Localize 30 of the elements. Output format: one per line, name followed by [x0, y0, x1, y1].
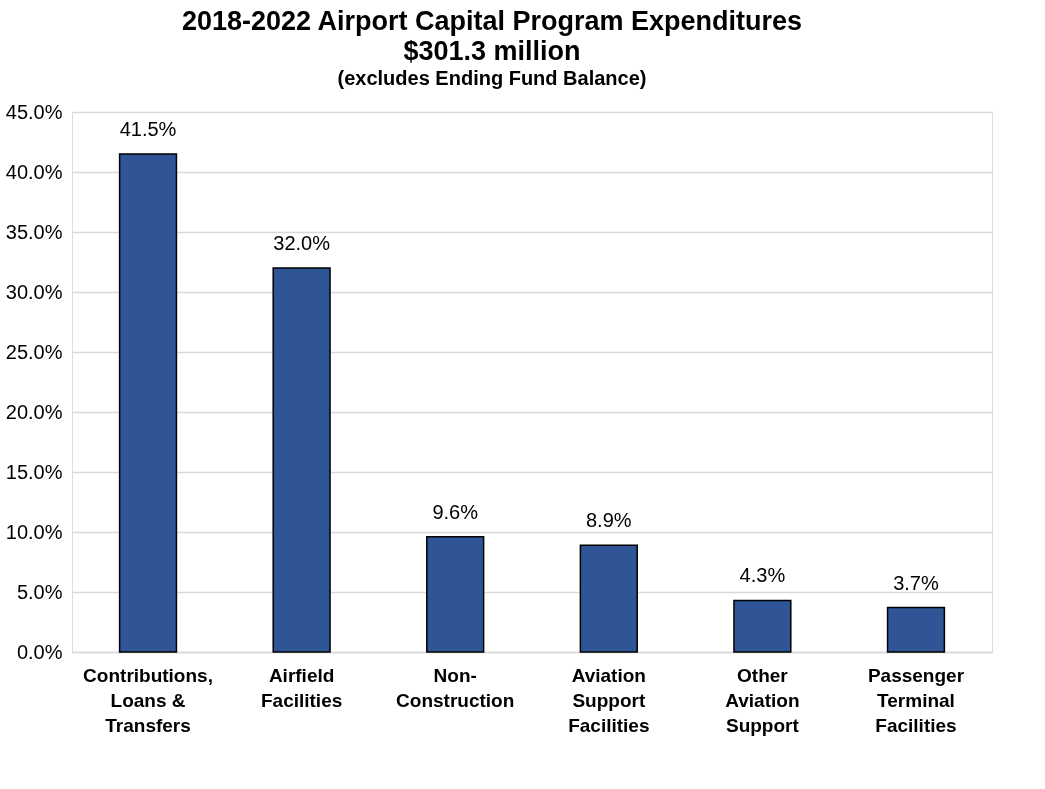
bar — [733, 599, 792, 653]
data-label: 8.9% — [586, 509, 632, 532]
y-tick-label: 35.0% — [5, 220, 63, 243]
x-tick-label: Aviation Support Facilities — [568, 664, 650, 736]
data-label: 3.7% — [893, 571, 939, 594]
bar — [118, 153, 178, 653]
y-tick-label: 15.0% — [5, 460, 63, 483]
y-tick-label: 10.0% — [5, 520, 63, 543]
x-tick-label: Airfield Facilities — [260, 664, 343, 711]
chart-title: 2018-2022 Airport Capital Program Expenditures $301.3 million — [181, 6, 803, 66]
chart-subtitle: (excludes Ending Fund Balance) — [337, 67, 647, 89]
data-label: 4.3% — [739, 564, 786, 587]
x-tick-label: Non- Construction — [396, 664, 515, 711]
data-label: 41.5% — [119, 118, 177, 140]
y-tick-label: 0.0% — [16, 640, 63, 663]
y-tick-label: 45.0% — [5, 100, 63, 123]
x-tick-label: Passenger Terminal Facilities — [867, 664, 965, 736]
bar — [579, 544, 638, 653]
data-label: 9.6% — [432, 500, 479, 523]
y-tick-label: 30.0% — [5, 280, 63, 303]
y-tick-label: 20.0% — [5, 400, 63, 423]
y-tick-label: 40.0% — [5, 160, 63, 183]
x-tick-label: Other Aviation Support — [725, 664, 800, 736]
bar — [426, 536, 485, 653]
y-tick-label: 5.0% — [16, 580, 63, 603]
y-tick-label: 25.0% — [5, 340, 63, 363]
x-tick-label: Contributions, Loans & Transfers — [83, 664, 213, 736]
data-label: 32.0% — [273, 232, 331, 254]
bar — [886, 606, 946, 653]
bar — [272, 267, 331, 653]
